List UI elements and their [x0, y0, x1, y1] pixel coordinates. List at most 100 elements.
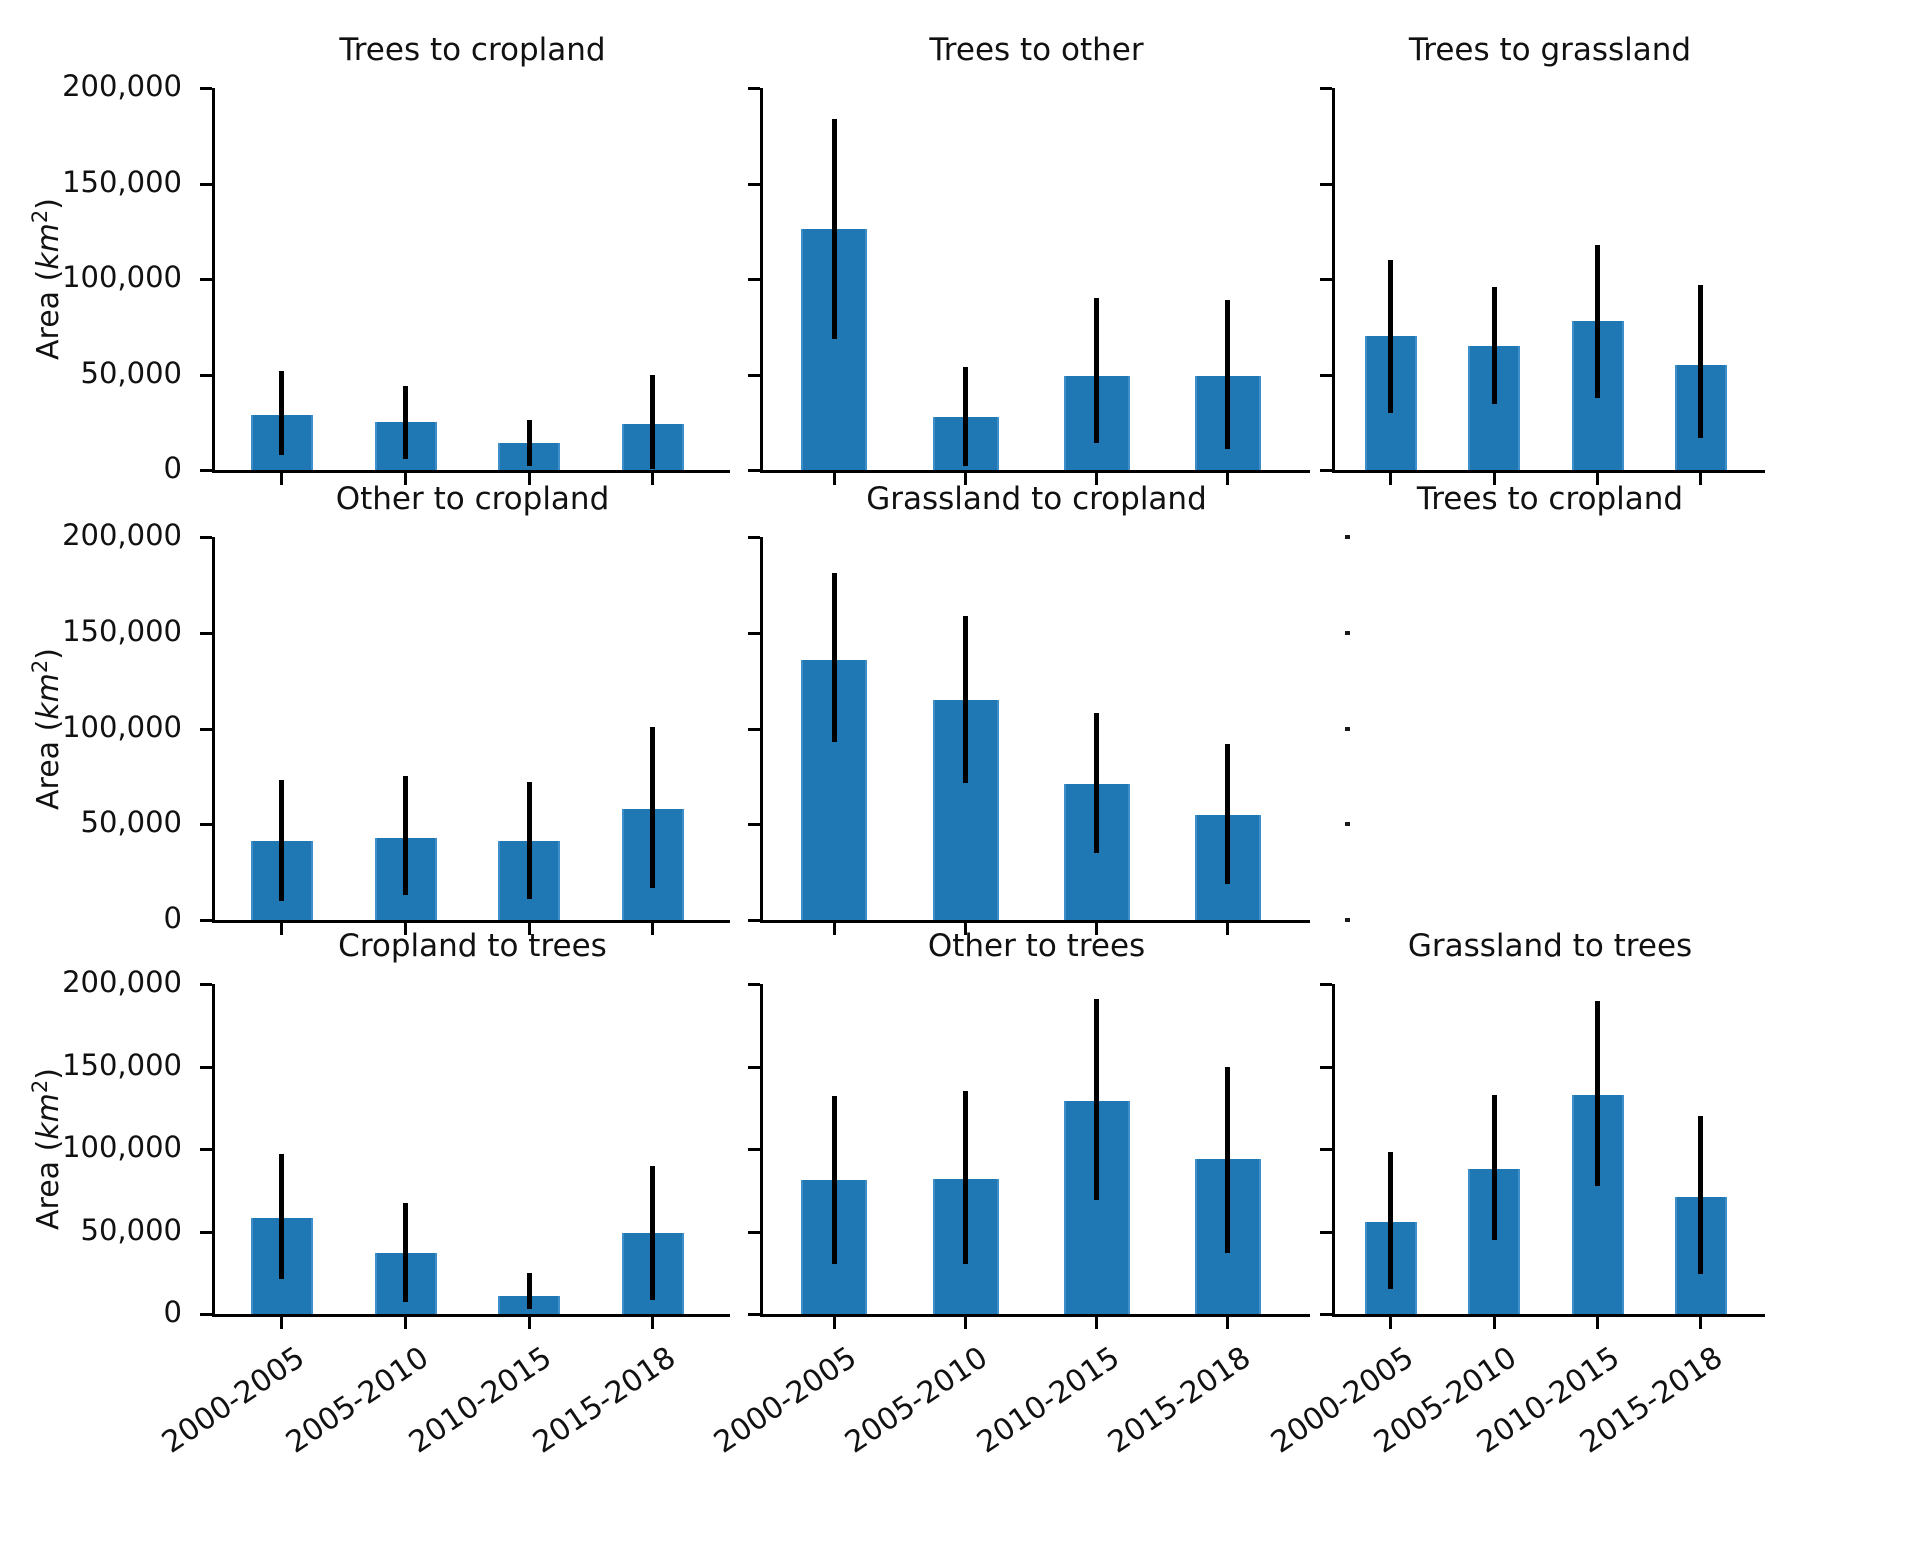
- y-axis-spine-cropland-to-trees-r2: [212, 984, 215, 1317]
- panel-title-trees-to-grassland-r0: Trees to grassland: [1408, 32, 1692, 68]
- y-tick-grassland-to-cropland-r1-4: [748, 536, 760, 539]
- x-axis-spine-trees-to-cropland-r0: [212, 470, 730, 473]
- x-tick-grassland-to-trees-r2-1: [1493, 1317, 1496, 1329]
- y-tick-trees-to-cropland-r0-0: [200, 469, 212, 472]
- y-tick-label-trees-to-cropland-r0-0: 0: [163, 451, 182, 485]
- y-axis-spine-trees-to-grassland-r0: [1332, 88, 1335, 473]
- error-bar-trees-to-cropland-r0-2005-2010: [403, 386, 408, 459]
- error-bar-other-to-trees-r2-2015-2018: [1225, 1067, 1230, 1253]
- y-tick-label-cropland-to-trees-r2-1: 50,000: [80, 1213, 182, 1247]
- error-bar-other-to-cropland-r1-2000-2005: [279, 780, 284, 901]
- error-bar-grassland-to-cropland-r1-2015-2018: [1225, 744, 1230, 884]
- y-tick-grassland-to-cropland-r1-1: [748, 823, 760, 826]
- error-bar-grassland-to-cropland-r1-2000-2005: [832, 573, 837, 742]
- y-axis-label-part: 2: [28, 1079, 53, 1094]
- panel-title-cropland-to-trees-r2: Cropland to trees: [338, 928, 607, 964]
- error-bar-other-to-trees-r2-2000-2005: [832, 1096, 837, 1264]
- y-tick-trees-to-other-r0-4: [748, 87, 760, 90]
- error-bar-other-to-cropland-r1-2010-2015: [527, 782, 532, 899]
- y-tick-cropland-to-trees-r2-3: [200, 1066, 212, 1069]
- x-axis-spine-other-to-cropland-r1: [212, 920, 730, 923]
- x-axis-spine-trees-to-other-r0: [760, 470, 1310, 473]
- x-tick-other-to-trees-r2-2: [1095, 1317, 1098, 1329]
- y-axis-label-box-other-to-cropland-r1: Area (km2): [25, 537, 69, 920]
- y-tick-label-cropland-to-trees-r2-4: 200,000: [62, 965, 182, 999]
- y-axis-label-part: km: [31, 672, 67, 720]
- y-tick-other-to-trees-r2-4: [748, 983, 760, 986]
- error-bar-trees-to-grassland-r0-2015-2018: [1698, 285, 1703, 438]
- y-tick-label-cropland-to-trees-r2-0: 0: [163, 1295, 182, 1329]
- error-bar-grassland-to-cropland-r1-2010-2015: [1094, 713, 1099, 853]
- y-tick-trees-to-grassland-r0-1: [1320, 374, 1332, 377]
- mini-tick-trees-to-cropland-r1-1: [1345, 822, 1350, 826]
- y-axis-label-part: ): [31, 198, 67, 210]
- error-bar-trees-to-other-r0-2005-2010: [963, 367, 968, 466]
- y-axis-label-trees-to-cropland-r0: Area (km2): [28, 198, 66, 360]
- panel-title-trees-to-other-r0: Trees to other: [929, 32, 1144, 68]
- x-tick-trees-to-grassland-r0-1: [1493, 473, 1496, 485]
- x-tick-grassland-to-cropland-r1-0: [833, 923, 836, 935]
- error-bar-grassland-to-trees-r2-2000-2005: [1388, 1152, 1393, 1289]
- y-tick-cropland-to-trees-r2-1: [200, 1231, 212, 1234]
- x-tick-trees-to-other-r0-2: [1095, 473, 1098, 485]
- y-tick-grassland-to-trees-r2-3: [1320, 1066, 1332, 1069]
- y-axis-label-box-trees-to-cropland-r0: Area (km2): [25, 88, 69, 470]
- y-tick-trees-to-cropland-r0-1: [200, 374, 212, 377]
- y-axis-spine-grassland-to-trees-r2: [1332, 984, 1335, 1317]
- y-axis-label-part: Area (: [31, 1139, 67, 1230]
- y-tick-trees-to-cropland-r0-3: [200, 183, 212, 186]
- error-bar-trees-to-cropland-r0-2000-2005: [279, 371, 284, 455]
- error-bar-trees-to-grassland-r0-2005-2010: [1492, 287, 1497, 404]
- y-tick-other-to-cropland-r1-0: [200, 919, 212, 922]
- x-tick-trees-to-other-r0-0: [833, 473, 836, 485]
- x-tick-grassland-to-cropland-r1-3: [1226, 923, 1229, 935]
- y-axis-label-part: Area (: [31, 269, 67, 360]
- y-axis-label-box-cropland-to-trees-r2: Area (km2): [25, 984, 69, 1314]
- x-tick-trees-to-cropland-r0-1: [404, 473, 407, 485]
- panel-title-grassland-to-trees-r2: Grassland to trees: [1407, 928, 1693, 964]
- y-tick-label-other-to-cropland-r1-4: 200,000: [62, 518, 182, 552]
- y-axis-spine-trees-to-other-r0: [760, 88, 763, 473]
- y-tick-label-trees-to-cropland-r0-3: 150,000: [62, 165, 182, 199]
- x-tick-trees-to-grassland-r0-3: [1699, 473, 1702, 485]
- y-tick-other-to-trees-r2-0: [748, 1313, 760, 1316]
- y-tick-trees-to-cropland-r0-4: [200, 87, 212, 90]
- y-axis-label-part: km: [31, 223, 67, 270]
- y-tick-label-other-to-cropland-r1-1: 50,000: [80, 805, 182, 839]
- x-tick-grassland-to-trees-r2-2: [1596, 1317, 1599, 1329]
- error-bar-cropland-to-trees-r2-2000-2005: [279, 1154, 284, 1279]
- y-axis-label-part: ): [31, 1068, 67, 1080]
- x-tick-grassland-to-cropland-r1-1: [964, 923, 967, 935]
- y-tick-label-other-to-cropland-r1-0: 0: [163, 901, 182, 935]
- x-axis-spine-trees-to-grassland-r0: [1332, 470, 1765, 473]
- y-tick-other-to-cropland-r1-4: [200, 536, 212, 539]
- mini-tick-trees-to-cropland-r1-0: [1345, 918, 1350, 922]
- x-tick-grassland-to-trees-r2-3: [1699, 1317, 1702, 1329]
- y-tick-trees-to-other-r0-3: [748, 183, 760, 186]
- y-axis-label-part: km: [31, 1093, 67, 1140]
- error-bar-grassland-to-cropland-r1-2005-2010: [963, 616, 968, 783]
- y-tick-trees-to-grassland-r0-0: [1320, 469, 1332, 472]
- x-axis-spine-grassland-to-cropland-r1: [760, 920, 1310, 923]
- y-axis-spine-other-to-trees-r2: [760, 984, 763, 1317]
- x-tick-other-to-trees-r2-1: [964, 1317, 967, 1329]
- y-tick-cropland-to-trees-r2-2: [200, 1148, 212, 1151]
- y-tick-other-to-trees-r2-1: [748, 1231, 760, 1234]
- error-bar-cropland-to-trees-r2-2010-2015: [527, 1273, 532, 1309]
- y-tick-trees-to-grassland-r0-3: [1320, 183, 1332, 186]
- x-tick-label-other-to-trees-r2-0: 2000-2005: [708, 1340, 864, 1461]
- y-tick-label-trees-to-cropland-r0-2: 100,000: [62, 260, 182, 294]
- x-tick-other-to-trees-r2-0: [833, 1317, 836, 1329]
- y-tick-trees-to-cropland-r0-2: [200, 278, 212, 281]
- x-tick-label-other-to-trees-r2-2: 2010-2015: [971, 1340, 1127, 1461]
- x-axis-spine-grassland-to-trees-r2: [1332, 1314, 1765, 1317]
- error-bar-cropland-to-trees-r2-2015-2018: [650, 1166, 655, 1300]
- y-axis-label-part: 2: [28, 209, 53, 224]
- y-axis-label-other-to-cropland-r1: Area (km2): [28, 648, 66, 810]
- x-tick-cropland-to-trees-r2-0: [280, 1317, 283, 1329]
- y-tick-grassland-to-cropland-r1-0: [748, 919, 760, 922]
- x-tick-cropland-to-trees-r2-3: [651, 1317, 654, 1329]
- x-tick-other-to-trees-r2-3: [1226, 1317, 1229, 1329]
- x-tick-grassland-to-trees-r2-0: [1389, 1317, 1392, 1329]
- y-axis-spine-grassland-to-cropland-r1: [760, 537, 763, 923]
